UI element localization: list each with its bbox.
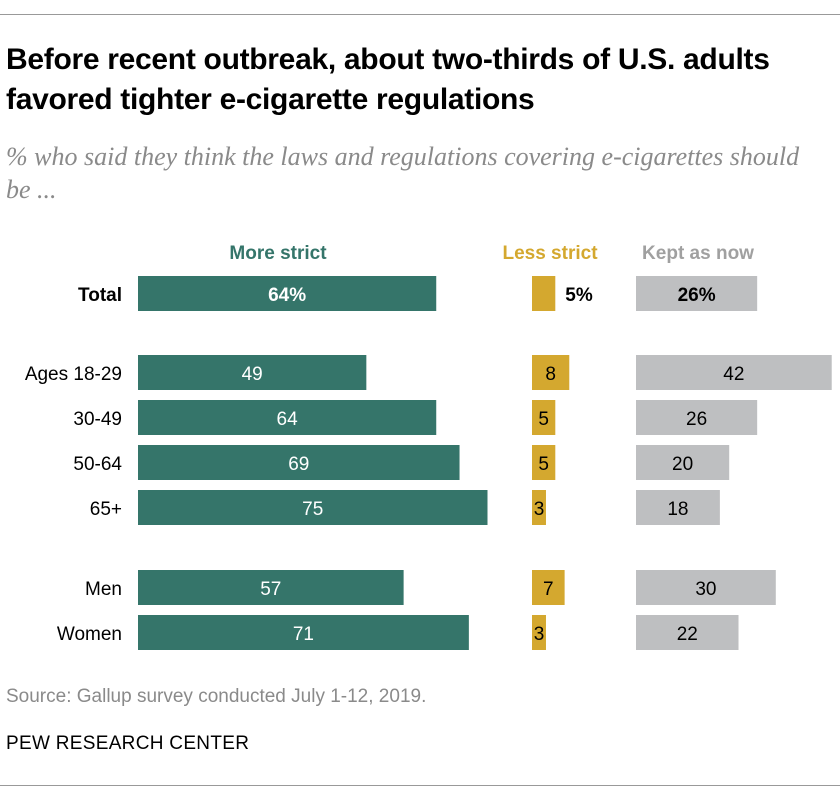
- data-label: 26: [686, 409, 707, 430]
- legend-less-strict: Less strict: [502, 243, 598, 264]
- bar-more-strict: [138, 445, 460, 480]
- data-label: 71: [293, 624, 314, 645]
- bar-kept-as-now: [636, 445, 730, 480]
- bar-less-strict: [532, 570, 565, 605]
- data-label: 30: [695, 579, 716, 600]
- data-label: 57: [260, 579, 281, 600]
- category-label: 65+: [90, 499, 122, 520]
- bar-more-strict: [138, 276, 437, 311]
- bar-more-strict: [138, 570, 404, 605]
- data-label: 3: [534, 499, 545, 520]
- category-label: 50-64: [73, 454, 122, 475]
- chart-title: Before recent outbreak, about two-thirds…: [6, 43, 770, 116]
- data-label: 8: [545, 364, 556, 385]
- data-label: 3: [534, 624, 545, 645]
- data-label: 69: [288, 454, 309, 475]
- bar-less-strict: [532, 490, 546, 525]
- data-label: 26%: [678, 285, 716, 306]
- bar-more-strict: [138, 490, 488, 525]
- data-label: 5: [538, 454, 549, 475]
- data-label: 20: [672, 454, 693, 475]
- source-note: Source: Gallup survey conducted July 1-1…: [6, 686, 427, 707]
- category-label: 30-49: [73, 409, 122, 430]
- bar-less-strict: [532, 276, 556, 311]
- data-label: 5%: [565, 285, 593, 306]
- bar-chart: More strict Less strict Kept as now Total 64…: [25, 243, 832, 650]
- bar-kept-as-now: [636, 355, 832, 390]
- data-label: 64: [277, 409, 299, 430]
- bar-kept-as-now: [636, 400, 758, 435]
- data-label: 7: [543, 579, 554, 600]
- bar-kept-as-now: [636, 615, 739, 650]
- data-label: 5: [538, 409, 549, 430]
- credit-line: PEW RESEARCH CENTER: [6, 733, 250, 754]
- top-rule: [0, 14, 840, 15]
- bar-less-strict: [532, 615, 546, 650]
- bar-more-strict: [138, 615, 469, 650]
- bar-less-strict: [532, 400, 556, 435]
- bar-kept-as-now: [636, 490, 720, 525]
- bar-more-strict: [138, 400, 437, 435]
- bar-less-strict: [532, 445, 556, 480]
- category-label: Total: [78, 285, 122, 306]
- bar-less-strict: [532, 355, 570, 390]
- data-label: 42: [723, 364, 744, 385]
- bar-more-strict: [138, 355, 367, 390]
- chart-subtitle: % who said they think the laws and regul…: [6, 142, 800, 204]
- data-label: 64%: [268, 285, 306, 306]
- category-label: Ages 18-29: [25, 364, 122, 385]
- legend-more-strict: More strict: [229, 243, 327, 264]
- bar-kept-as-now: [636, 276, 758, 311]
- bar-kept-as-now: [636, 570, 776, 605]
- data-label: 18: [667, 499, 688, 520]
- category-label: Women: [57, 624, 122, 645]
- data-label: 49: [242, 364, 263, 385]
- data-label: 75: [302, 499, 323, 520]
- bottom-rule: [0, 785, 840, 786]
- data-label: 22: [677, 624, 698, 645]
- legend-kept-as-now: Kept as now: [642, 243, 754, 264]
- category-label: Men: [85, 579, 122, 600]
